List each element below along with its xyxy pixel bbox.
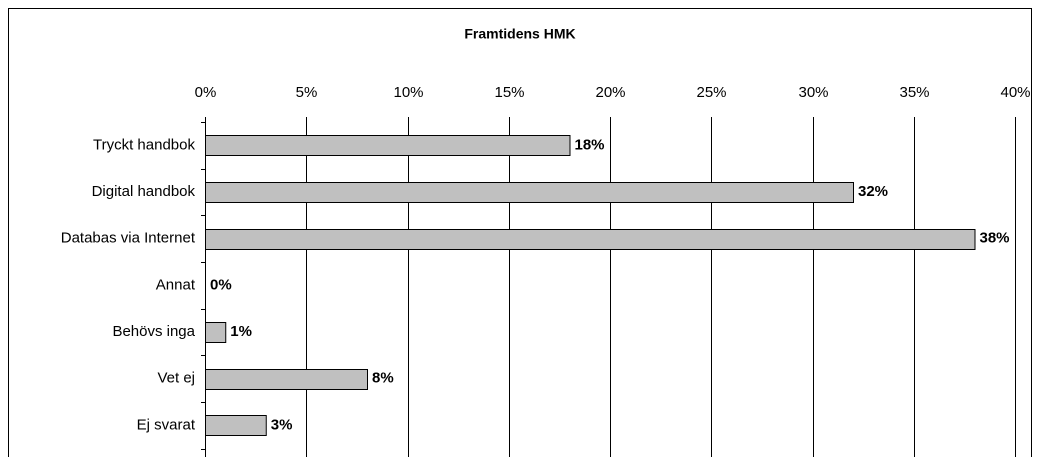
y-tick-label: Annat	[156, 276, 196, 293]
x-tick-label: 5%	[296, 84, 318, 101]
value-label: 8%	[372, 370, 394, 387]
y-tick-label: Tryckt handbok	[93, 136, 195, 153]
x-tick-label: 25%	[696, 84, 726, 101]
x-tick-label: 40%	[1000, 84, 1030, 101]
value-label: 0%	[210, 276, 232, 293]
bar	[205, 369, 368, 390]
bar	[205, 182, 854, 203]
y-tick-label: Behövs inga	[112, 323, 195, 340]
value-label: 3%	[271, 416, 293, 433]
bar	[205, 322, 227, 343]
bar	[205, 229, 976, 250]
value-label: 32%	[858, 183, 888, 200]
y-tick-label: Databas via Internet	[61, 230, 196, 247]
value-label: 38%	[980, 230, 1010, 247]
chart-title: Framtidens HMK	[464, 26, 575, 42]
bar	[205, 415, 267, 436]
x-tick-label: 20%	[595, 84, 625, 101]
value-label: 18%	[575, 136, 605, 153]
x-tick-label: 10%	[393, 84, 423, 101]
x-tick-label: 30%	[798, 84, 828, 101]
x-tick-label: 0%	[195, 84, 217, 101]
y-tick-label: Vet ej	[157, 370, 195, 387]
y-tick-label: Digital handbok	[92, 183, 196, 200]
x-tick-label: 15%	[494, 84, 524, 101]
y-tick-label: Ej svarat	[137, 416, 196, 433]
value-label: 1%	[230, 323, 252, 340]
x-tick-label: 35%	[899, 84, 929, 101]
bar	[205, 135, 571, 156]
